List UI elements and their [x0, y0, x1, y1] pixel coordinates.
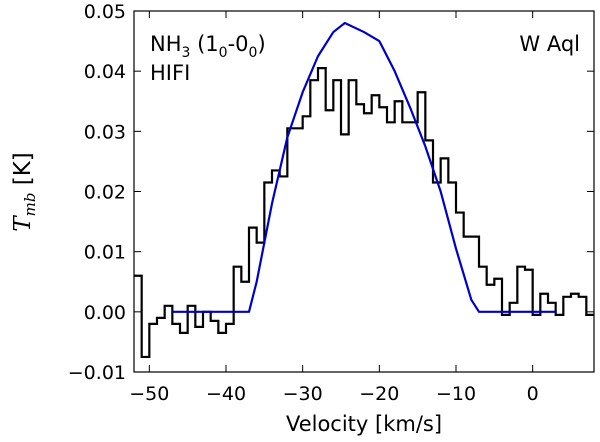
y-tick-label: 0.00 — [84, 302, 126, 324]
transition-middle: -0 — [228, 32, 249, 56]
x-axis-label: Velocity [km/s] — [286, 412, 442, 436]
molecule-subscript: 3 — [182, 45, 191, 61]
x-tick-label: −30 — [283, 383, 323, 405]
transition-close: ) — [257, 32, 265, 56]
y-axis-unit: [K] — [10, 152, 36, 192]
model-line — [172, 21, 556, 313]
x-tick-label: −50 — [129, 383, 169, 405]
plot-frame — [133, 10, 595, 373]
instrument-annotation: HIFI — [150, 61, 190, 85]
x-tick-label: 0 — [527, 383, 539, 405]
y-tick-label: 0.02 — [84, 182, 126, 204]
ticks-layer: −50 −40 −30 −20 −10 0 −0.01 0.00 0.01 0.02 0.03 0.0… — [68, 1, 594, 405]
x-tick-label: −10 — [436, 383, 476, 405]
plot-area — [134, 21, 594, 359]
y-tick-label: 0.04 — [84, 61, 126, 83]
molecule-annotation: NH3 (10-00) — [150, 32, 266, 61]
y-axis-symbol: T — [10, 215, 36, 232]
y-tick-label: −0.01 — [68, 362, 126, 384]
y-tick-label: 0.03 — [84, 121, 126, 143]
observed-spectrum-line — [134, 67, 594, 359]
y-tick-label: 0.01 — [84, 242, 126, 264]
transition-subscript-upper: 0 — [219, 45, 228, 61]
x-tick-label: −20 — [359, 383, 399, 405]
y-axis-subscript: mb — [21, 193, 39, 217]
transition-open: (1 — [190, 32, 218, 56]
x-tick-label: −40 — [206, 383, 246, 405]
transition-subscript-lower: 0 — [249, 45, 258, 61]
y-tick-label: 0.05 — [84, 1, 126, 23]
molecule-name: NH — [150, 32, 182, 56]
source-annotation: W Aql — [519, 32, 580, 56]
series-layer — [134, 21, 594, 359]
y-axis-label: Tmb [K] — [10, 152, 39, 232]
